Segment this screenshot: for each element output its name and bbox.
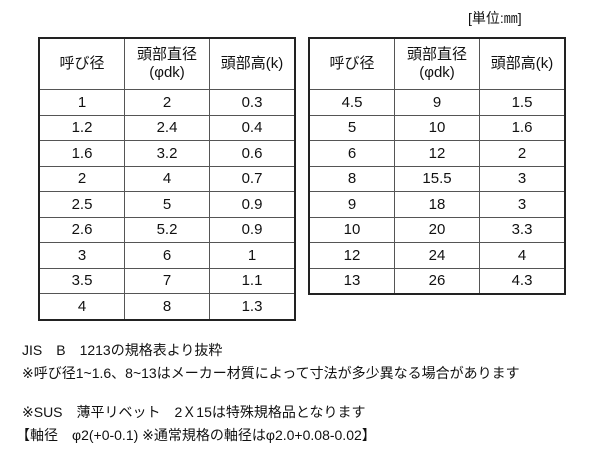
cell-head-diameter: 20 bbox=[394, 216, 480, 243]
cell-head-diameter: 15.5 bbox=[394, 165, 480, 192]
header-head-height: 頭部高(k) bbox=[479, 37, 566, 90]
cell-nominal-diameter: 8 bbox=[308, 165, 395, 192]
table-row: 2.5 5 0.9 bbox=[38, 191, 296, 218]
cell-nominal-diameter: 4 bbox=[38, 293, 125, 320]
cell-head-height: 0.6 bbox=[209, 140, 296, 167]
table-row: 5 10 1.6 bbox=[308, 114, 566, 141]
cell-head-diameter: 18 bbox=[394, 191, 480, 218]
header-head-diameter: 頭部直径 (φdk) bbox=[394, 37, 480, 90]
cell-nominal-diameter: 13 bbox=[308, 267, 395, 295]
dimension-table-left: 呼び径 頭部直径 (φdk) 頭部高(k) 1 2 0.3 1.2 2.4 0.4 1.6 3.… bbox=[38, 37, 296, 321]
cell-head-diameter: 10 bbox=[394, 114, 480, 141]
header-text: 頭部直径 bbox=[136, 46, 197, 63]
cell-head-diameter: 9 bbox=[394, 89, 480, 116]
cell-nominal-diameter: 12 bbox=[308, 242, 395, 269]
cell-nominal-diameter: 3.5 bbox=[38, 267, 125, 294]
cell-head-height: 3 bbox=[479, 165, 566, 192]
header-head-diameter: 頭部直径 (φdk) bbox=[124, 37, 210, 90]
cell-nominal-diameter: 1 bbox=[38, 89, 125, 116]
cell-head-diameter: 5 bbox=[124, 191, 210, 218]
cell-head-height: 1.3 bbox=[209, 293, 296, 320]
cell-head-diameter: 7 bbox=[124, 267, 210, 294]
cell-head-diameter: 3.2 bbox=[124, 140, 210, 167]
table-row: 4.5 9 1.5 bbox=[308, 89, 566, 116]
cell-head-height: 3 bbox=[479, 191, 566, 218]
header-text: (φdk) bbox=[419, 64, 455, 81]
unit-label: [単位:㎜] bbox=[468, 10, 522, 26]
table-row: 2.6 5.2 0.9 bbox=[38, 216, 296, 243]
cell-nominal-diameter: 10 bbox=[308, 216, 395, 243]
header-row: 呼び径 頭部直径 (φdk) 頭部高(k) bbox=[38, 37, 296, 90]
cell-nominal-diameter: 2.5 bbox=[38, 191, 125, 218]
cell-head-height: 1.5 bbox=[479, 89, 566, 116]
cell-head-diameter: 4 bbox=[124, 165, 210, 192]
cell-nominal-diameter: 6 bbox=[308, 140, 395, 167]
table-row: 1 2 0.3 bbox=[38, 89, 296, 116]
cell-head-height: 0.4 bbox=[209, 114, 296, 141]
header-nominal-diameter: 呼び径 bbox=[308, 37, 395, 90]
cell-head-diameter: 2.4 bbox=[124, 114, 210, 141]
cell-head-height: 1.1 bbox=[209, 267, 296, 294]
cell-nominal-diameter: 4.5 bbox=[308, 89, 395, 116]
cell-nominal-diameter: 5 bbox=[308, 114, 395, 141]
table-row: 12 24 4 bbox=[308, 242, 566, 269]
note-size-variation: ※呼び径1~1.6、8~13はメーカー材質によって寸法が多少異なる場合があります bbox=[22, 365, 520, 381]
cell-nominal-diameter: 1.6 bbox=[38, 140, 125, 167]
table-row: 8 15.5 3 bbox=[308, 165, 566, 192]
table-row: 6 12 2 bbox=[308, 140, 566, 167]
header-nominal-diameter: 呼び径 bbox=[38, 37, 125, 90]
cell-head-diameter: 8 bbox=[124, 293, 210, 320]
table-row: 13 26 4.3 bbox=[308, 267, 566, 295]
cell-head-height: 1 bbox=[209, 242, 296, 269]
cell-nominal-diameter: 3 bbox=[38, 242, 125, 269]
note-sus-special: ※SUS 薄平リベット 2Ｘ15は特殊規格品となります bbox=[22, 404, 366, 420]
table-row: 9 18 3 bbox=[308, 191, 566, 218]
table-row: 4 8 1.3 bbox=[38, 293, 296, 320]
cell-head-height: 3.3 bbox=[479, 216, 566, 243]
cell-head-height: 0.3 bbox=[209, 89, 296, 116]
note-jis-source: JIS B 1213の規格表より抜粋 bbox=[22, 342, 223, 358]
cell-nominal-diameter: 2.6 bbox=[38, 216, 125, 243]
cell-head-height: 4 bbox=[479, 242, 566, 269]
table-row: 1.6 3.2 0.6 bbox=[38, 140, 296, 167]
table-row: 10 20 3.3 bbox=[308, 216, 566, 243]
table-row: 3.5 7 1.1 bbox=[38, 267, 296, 294]
dimension-table-right: 呼び径 頭部直径 (φdk) 頭部高(k) 4.5 9 1.5 5 10 1.6 6 12 2 8 1… bbox=[308, 37, 566, 295]
note-shaft-diameter: 【軸径 φ2(+0-0.1) ※通常規格の軸径はφ2.0+0.08-0.02】 bbox=[16, 427, 376, 443]
cell-head-diameter: 24 bbox=[394, 242, 480, 269]
cell-nominal-diameter: 2 bbox=[38, 165, 125, 192]
table-row: 2 4 0.7 bbox=[38, 165, 296, 192]
header-text: (φdk) bbox=[149, 64, 185, 81]
cell-head-height: 0.7 bbox=[209, 165, 296, 192]
header-row: 呼び径 頭部直径 (φdk) 頭部高(k) bbox=[308, 37, 566, 90]
cell-head-height: 0.9 bbox=[209, 191, 296, 218]
cell-head-height: 1.6 bbox=[479, 114, 566, 141]
cell-head-diameter: 6 bbox=[124, 242, 210, 269]
cell-head-diameter: 12 bbox=[394, 140, 480, 167]
cell-head-height: 4.3 bbox=[479, 267, 566, 295]
header-text: 頭部直径 bbox=[406, 46, 467, 63]
cell-head-diameter: 5.2 bbox=[124, 216, 210, 243]
table-row: 1.2 2.4 0.4 bbox=[38, 114, 296, 141]
cell-head-diameter: 26 bbox=[394, 267, 480, 295]
cell-head-height: 0.9 bbox=[209, 216, 296, 243]
cell-nominal-diameter: 9 bbox=[308, 191, 395, 218]
cell-head-diameter: 2 bbox=[124, 89, 210, 116]
cell-head-height: 2 bbox=[479, 140, 566, 167]
cell-nominal-diameter: 1.2 bbox=[38, 114, 125, 141]
header-head-height: 頭部高(k) bbox=[209, 37, 296, 90]
